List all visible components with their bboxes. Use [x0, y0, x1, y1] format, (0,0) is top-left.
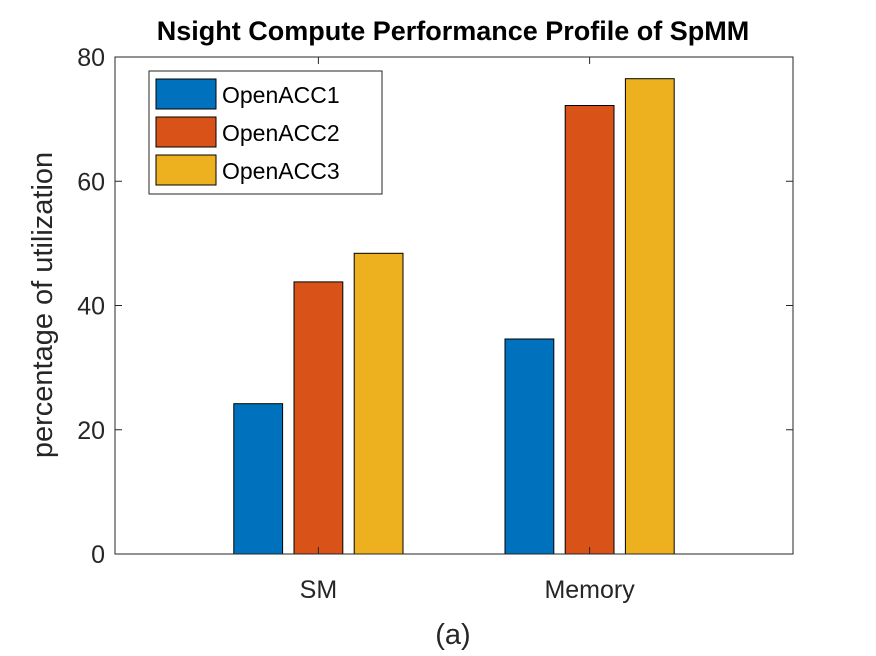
y-tick-label: 80: [77, 44, 105, 72]
chart-title: Nsight Compute Performance Profile of Sp…: [157, 16, 750, 46]
x-tick-label: Memory: [544, 576, 635, 604]
bar-openacc2-memory: [564, 105, 615, 555]
bar-openacc1-memory: [504, 338, 555, 555]
y-tick-label: 60: [77, 168, 105, 196]
legend-swatch-openacc2: [155, 116, 217, 148]
x-tick-label: SM: [300, 576, 338, 604]
y-tick-label: 20: [77, 417, 105, 445]
legend-label-openacc2: OpenACC2: [222, 120, 340, 146]
legend-label-openacc3: OpenACC3: [222, 158, 340, 184]
legend-swatch-openacc3: [155, 154, 217, 186]
bar-openacc1-sm: [233, 403, 284, 555]
legend-label-openacc1: OpenACC1: [222, 82, 340, 108]
bar-openacc2-sm: [293, 281, 344, 555]
legend-swatch-openacc1: [155, 78, 217, 110]
axis-ticks: 0 20 40 60 80 SM Memory: [77, 44, 793, 604]
y-axis-label: percentage of utilization: [27, 152, 59, 458]
bar-openacc3-memory: [624, 78, 675, 555]
legend: OpenACC1 OpenACC2 OpenACC3: [148, 70, 383, 195]
bar-openacc3-sm: [353, 252, 404, 555]
y-tick-label: 40: [77, 293, 105, 321]
y-tick-label: 0: [91, 541, 105, 569]
figure-caption: (a): [435, 619, 470, 651]
bars-group: [233, 78, 675, 555]
